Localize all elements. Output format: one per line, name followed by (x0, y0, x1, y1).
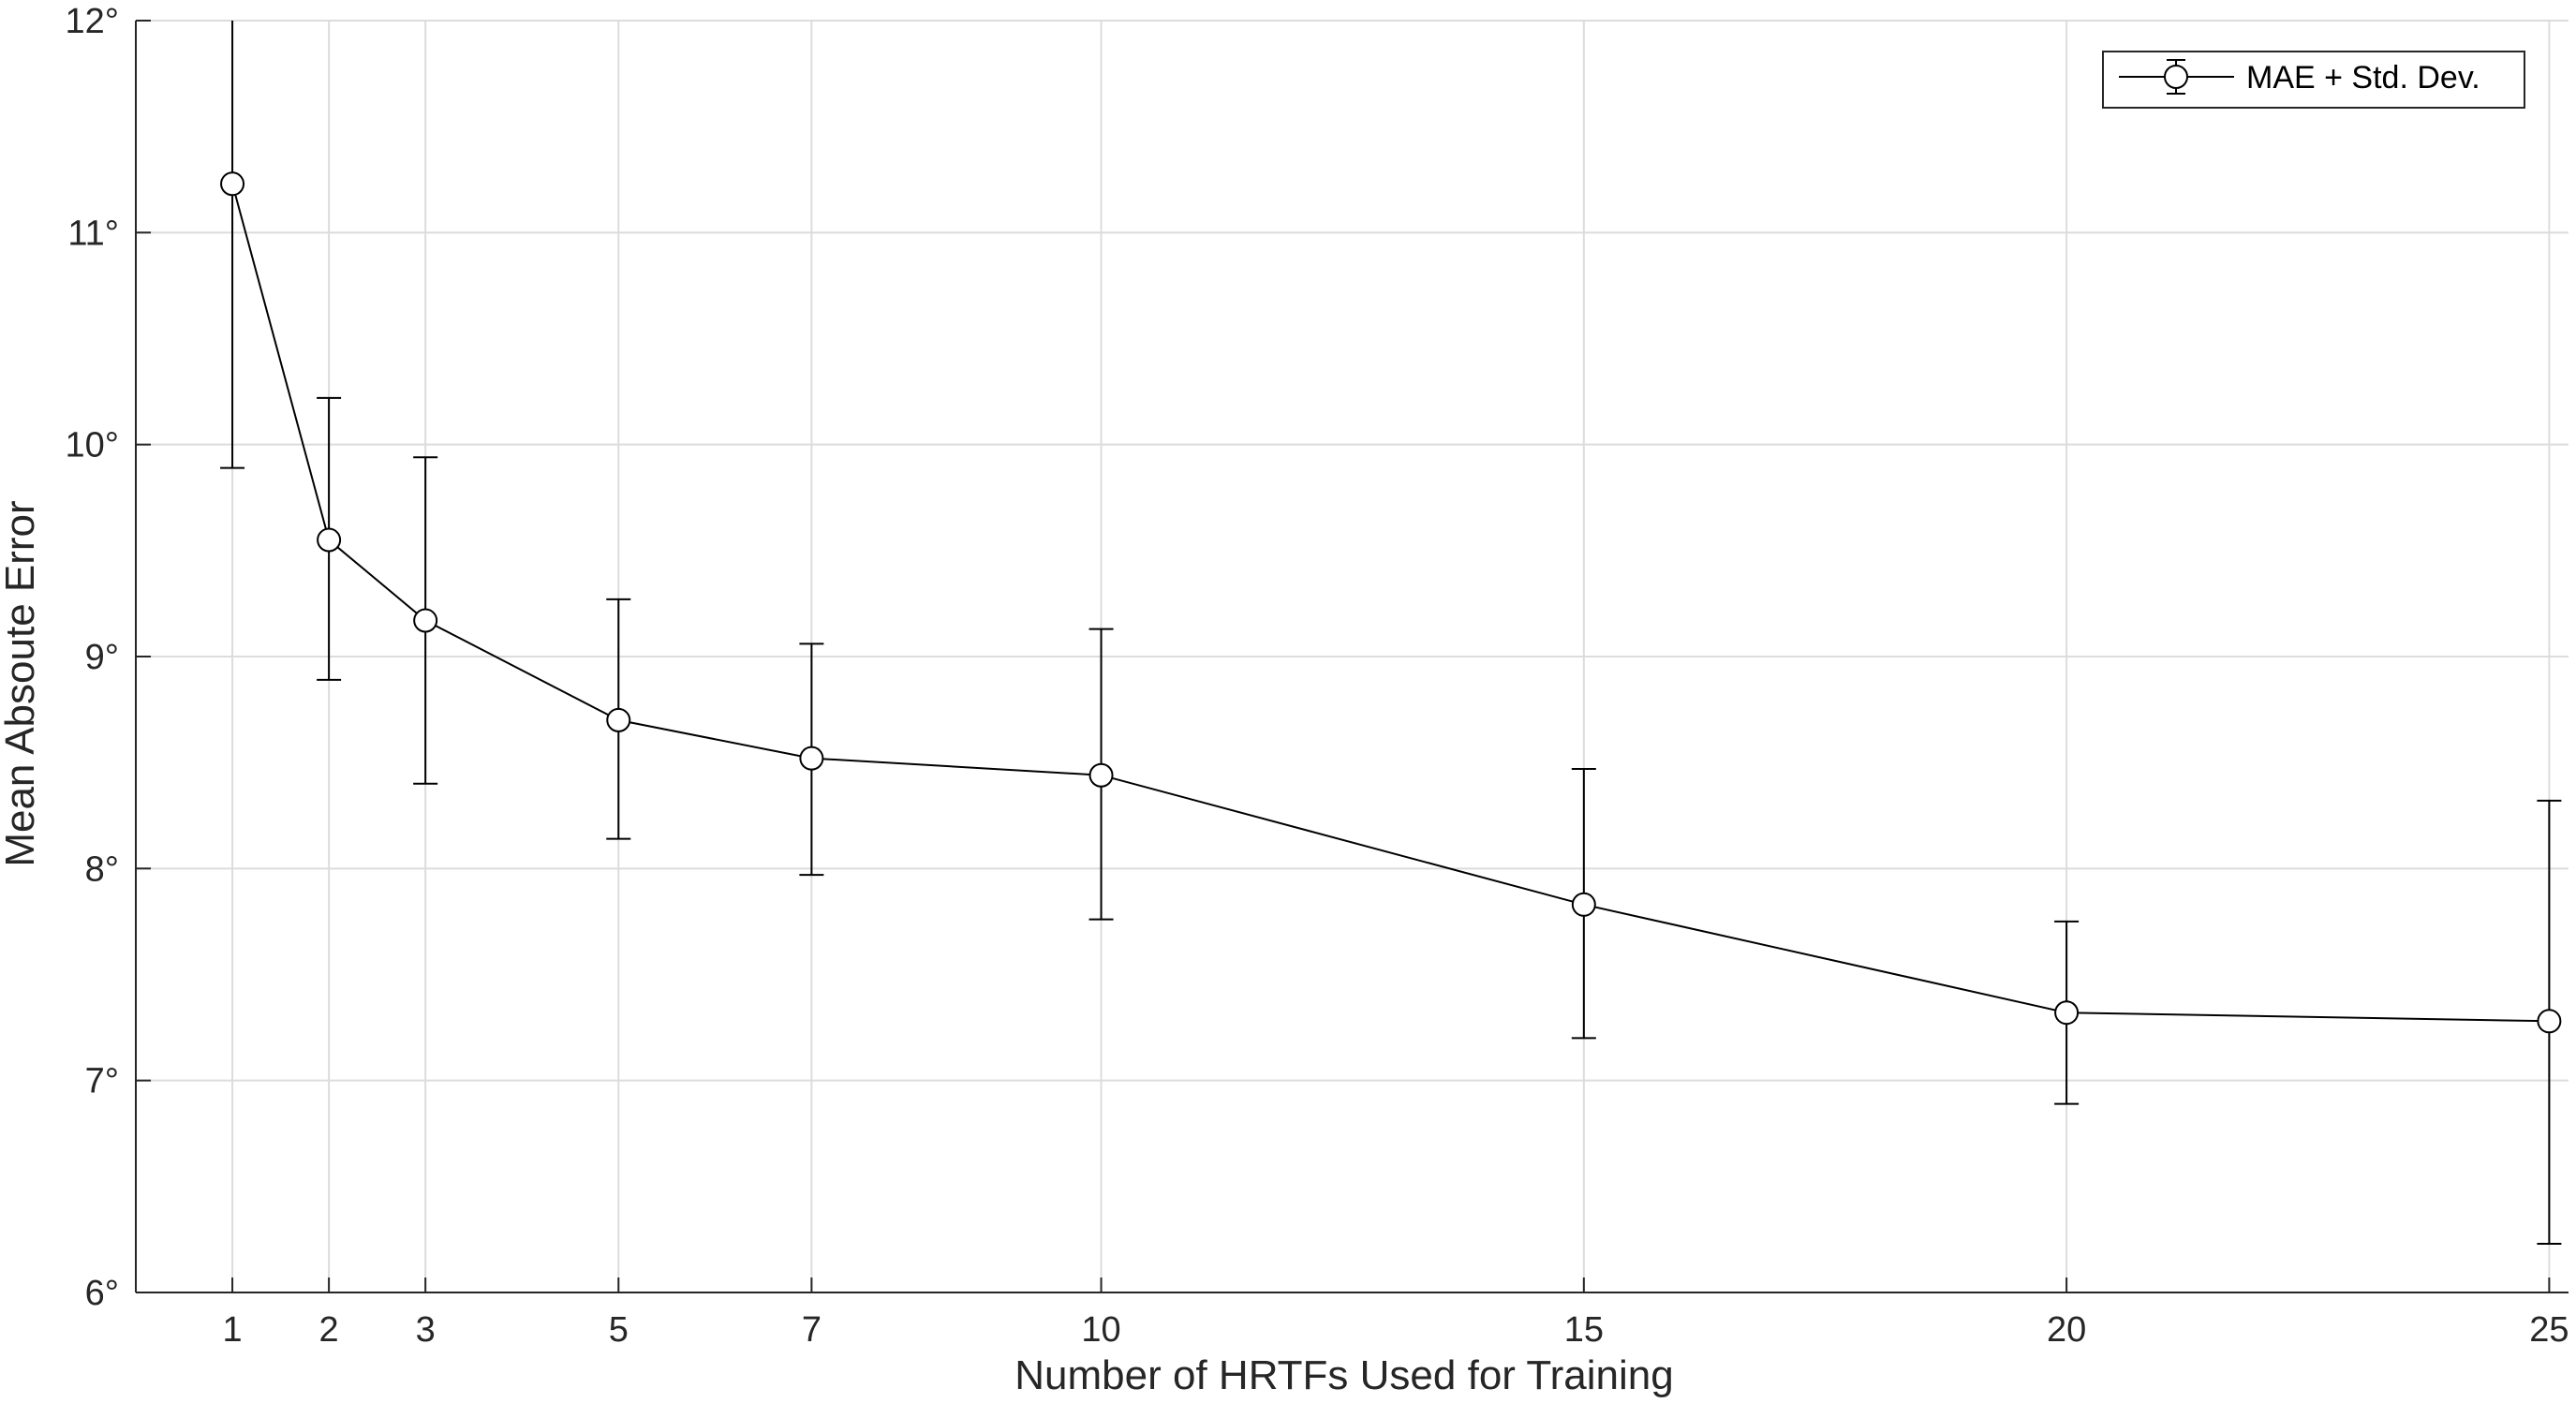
legend-marker (2164, 65, 2188, 89)
series-mae (220, 21, 2562, 1245)
legend-label: MAE + Std. Dev. (2246, 60, 2480, 96)
x-tick-label: 20 (2047, 1310, 2086, 1350)
x-tick-label: 5 (609, 1310, 629, 1350)
y-tick-labels: 6° 7° 8° 9° 10° 11° 12° (66, 2, 119, 1313)
y-axis-label: Mean Absoute Error (0, 500, 43, 866)
x-axis-label: Number of HRTFs Used for Training (1014, 1352, 1673, 1398)
data-point (2054, 1000, 2080, 1026)
x-tick-label: 7 (802, 1310, 822, 1350)
y-tick-label: 8° (85, 849, 119, 889)
data-point (413, 608, 438, 633)
y-tick-label: 7° (85, 1062, 119, 1101)
data-point (1088, 762, 1114, 788)
y-tick-label: 11° (67, 214, 119, 253)
axes (135, 20, 2569, 1293)
y-tick-label: 6° (85, 1274, 119, 1313)
data-point (799, 746, 824, 771)
x-tick-labels: 1 2 3 5 7 10 15 20 25 (222, 1310, 2569, 1350)
y-tick-label: 10° (66, 426, 119, 465)
x-tick-label: 1 (222, 1310, 242, 1350)
x-tick-label: 3 (416, 1310, 436, 1350)
series-line (231, 184, 2550, 1023)
data-point (606, 707, 631, 732)
x-tick-label: 2 (319, 1310, 339, 1350)
y-tick-label: 9° (85, 638, 119, 677)
grid (136, 20, 2569, 1293)
data-point (317, 527, 342, 553)
x-tick-label: 25 (2529, 1310, 2569, 1350)
legend: MAE + Std. Dev. (2102, 51, 2525, 109)
x-tick-label: 15 (1564, 1310, 1604, 1350)
data-point (1571, 892, 1596, 917)
data-point (2537, 1009, 2562, 1034)
x-tick-label: 10 (1081, 1310, 1120, 1350)
data-point (220, 171, 245, 197)
y-tick-label: 12° (66, 2, 119, 41)
